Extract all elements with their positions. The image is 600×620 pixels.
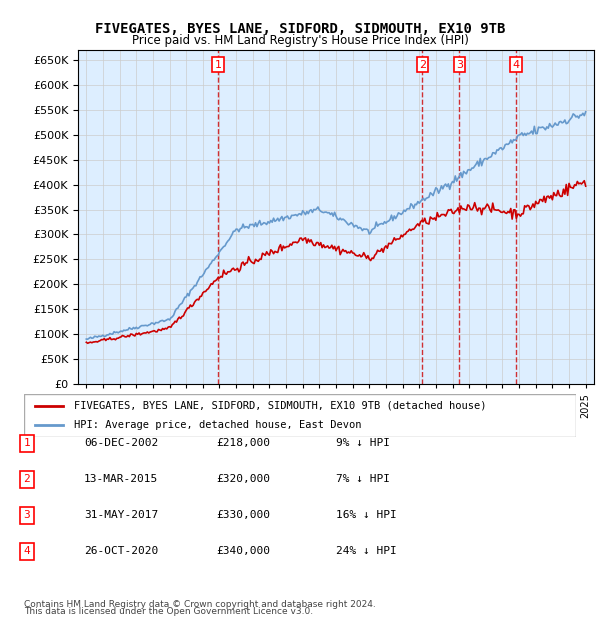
Text: 9% ↓ HPI: 9% ↓ HPI <box>336 438 390 448</box>
Text: 2: 2 <box>23 474 31 484</box>
Text: 7% ↓ HPI: 7% ↓ HPI <box>336 474 390 484</box>
Text: £340,000: £340,000 <box>216 546 270 556</box>
Text: HPI: Average price, detached house, East Devon: HPI: Average price, detached house, East… <box>74 420 361 430</box>
Text: 24% ↓ HPI: 24% ↓ HPI <box>336 546 397 556</box>
Text: 16% ↓ HPI: 16% ↓ HPI <box>336 510 397 520</box>
Text: £330,000: £330,000 <box>216 510 270 520</box>
Text: FIVEGATES, BYES LANE, SIDFORD, SIDMOUTH, EX10 9TB: FIVEGATES, BYES LANE, SIDFORD, SIDMOUTH,… <box>95 22 505 36</box>
Text: 4: 4 <box>23 546 31 556</box>
Text: 3: 3 <box>456 60 463 69</box>
Text: 26-OCT-2020: 26-OCT-2020 <box>84 546 158 556</box>
Text: £320,000: £320,000 <box>216 474 270 484</box>
Text: 3: 3 <box>23 510 31 520</box>
Text: 4: 4 <box>512 60 520 69</box>
Text: Contains HM Land Registry data © Crown copyright and database right 2024.: Contains HM Land Registry data © Crown c… <box>24 600 376 609</box>
Text: 1: 1 <box>215 60 221 69</box>
Text: 31-MAY-2017: 31-MAY-2017 <box>84 510 158 520</box>
Text: 1: 1 <box>23 438 31 448</box>
Text: 13-MAR-2015: 13-MAR-2015 <box>84 474 158 484</box>
Text: 06-DEC-2002: 06-DEC-2002 <box>84 438 158 448</box>
FancyBboxPatch shape <box>24 394 576 437</box>
Text: £218,000: £218,000 <box>216 438 270 448</box>
Text: This data is licensed under the Open Government Licence v3.0.: This data is licensed under the Open Gov… <box>24 607 313 616</box>
Text: Price paid vs. HM Land Registry's House Price Index (HPI): Price paid vs. HM Land Registry's House … <box>131 34 469 47</box>
Text: 2: 2 <box>419 60 426 69</box>
Text: FIVEGATES, BYES LANE, SIDFORD, SIDMOUTH, EX10 9TB (detached house): FIVEGATES, BYES LANE, SIDFORD, SIDMOUTH,… <box>74 401 486 411</box>
